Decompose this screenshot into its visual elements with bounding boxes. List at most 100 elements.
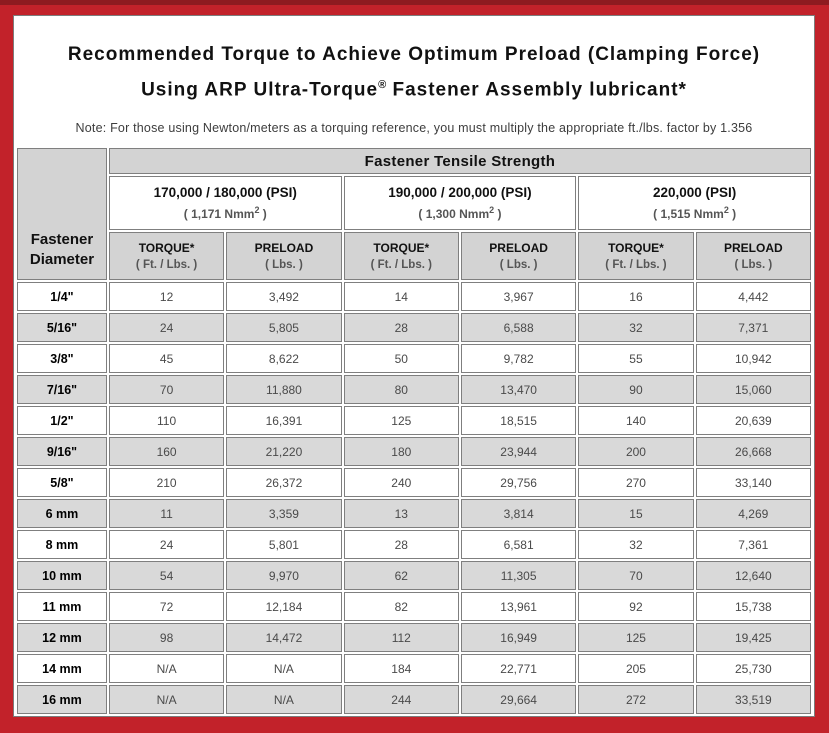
preload-column-header: PRELOAD ( Lbs. ): [695, 232, 811, 280]
fastener-diameter-cell: 11 mm: [17, 592, 107, 621]
table-row: 14 mm N/A N/A 184 22,771 205 25,730: [17, 654, 811, 683]
preload-value-cell: 16,391: [226, 406, 342, 435]
torque-value-cell: 13: [343, 499, 459, 528]
torque-table: Fastener Diameter Fastener Tensile Stren…: [15, 146, 813, 716]
preload-column-header: PRELOAD ( Lbs. ): [460, 232, 577, 280]
top-dark-strip: [0, 0, 829, 5]
torque-value-cell: 110: [108, 406, 225, 435]
table-row: 5/16" 24 5,805 28 6,588 32 7,371: [17, 313, 811, 342]
torque-value-cell: 32: [578, 313, 694, 342]
title-line-2: Using ARP Ultra-Torque® Fastener Assembl…: [14, 70, 814, 105]
preload-value-cell: 13,470: [460, 375, 577, 404]
psi-rating: 170,000 / 180,000 (PSI): [153, 185, 297, 200]
preload-value-cell: 13,961: [460, 592, 577, 621]
torque-value-cell: 24: [108, 313, 225, 342]
torque-value-cell: 45: [108, 344, 225, 373]
torque-value-cell: 210: [108, 468, 225, 497]
preload-value-cell: 15,738: [695, 592, 811, 621]
preload-value-cell: 14,472: [226, 623, 342, 652]
fastener-diameter-cell: 14 mm: [17, 654, 107, 683]
table-row: 12 mm 98 14,472 112 16,949 125 19,425: [17, 623, 811, 652]
torque-value-cell: 72: [108, 592, 225, 621]
torque-value-cell: 15: [578, 499, 694, 528]
torque-value-cell: 28: [343, 313, 459, 342]
torque-value-cell: 82: [343, 592, 459, 621]
fastener-diameter-cell: 7/16": [17, 375, 107, 404]
torque-value-cell: 55: [578, 344, 694, 373]
preload-value-cell: 3,359: [226, 499, 342, 528]
fastener-diameter-cell: 5/16": [17, 313, 107, 342]
preload-value-cell: N/A: [226, 654, 342, 683]
torque-value-cell: 24: [108, 530, 225, 559]
preload-value-cell: 26,668: [695, 437, 811, 466]
preload-value-cell: 8,622: [226, 344, 342, 373]
fastener-diameter-cell: 1/2": [17, 406, 107, 435]
fastener-diameter-cell: 3/8": [17, 344, 107, 373]
metric-rating: ( 1,515 Nmm2 ): [653, 205, 737, 221]
preload-column-header: PRELOAD ( Lbs. ): [226, 232, 342, 280]
fastener-diameter-cell: 9/16": [17, 437, 107, 466]
metric-rating: ( 1,300 Nmm2 ): [418, 205, 502, 221]
fastener-diameter-cell: 1/4": [17, 282, 107, 311]
torque-value-cell: 62: [343, 561, 459, 590]
torque-value-cell: 14: [343, 282, 459, 311]
torque-value-cell: 125: [343, 406, 459, 435]
torque-value-cell: 12: [108, 282, 225, 311]
table-body: 1/4" 12 3,492 14 3,967 16 4,442 5/16" 24 5,805 28 6…: [17, 282, 811, 714]
preload-value-cell: 19,425: [695, 623, 811, 652]
title-line-2-suffix: Fastener Assembly lubricant*: [386, 79, 687, 101]
torque-value-cell: 160: [108, 437, 225, 466]
table-row: 1/4" 12 3,492 14 3,967 16 4,442: [17, 282, 811, 311]
preload-value-cell: 4,442: [695, 282, 811, 311]
torque-value-cell: 32: [578, 530, 694, 559]
header-row-psi: 170,000 / 180,000 (PSI) ( 1,171 Nmm2 ) 1…: [17, 176, 811, 230]
newton-meters-note: Note: For those using Newton/meters as a…: [75, 121, 753, 136]
preload-value-cell: 20,639: [695, 406, 811, 435]
strength-group-190-200: 190,000 / 200,000 (PSI) ( 1,300 Nmm2 ): [343, 176, 577, 230]
preload-value-cell: 16,949: [460, 623, 577, 652]
header-row-units: TORQUE* ( Ft. / Lbs. ) PRELOAD ( Lbs. ) …: [17, 232, 811, 280]
table-row: 5/8" 210 26,372 240 29,756 270 33,140: [17, 468, 811, 497]
fastener-tensile-strength-header: Fastener Tensile Strength: [108, 148, 811, 174]
preload-value-cell: 18,515: [460, 406, 577, 435]
preload-value-cell: 33,140: [695, 468, 811, 497]
preload-value-cell: 22,771: [460, 654, 577, 683]
torque-value-cell: 50: [343, 344, 459, 373]
preload-value-cell: 3,967: [460, 282, 577, 311]
torque-value-cell: N/A: [108, 654, 225, 683]
torque-value-cell: 92: [578, 592, 694, 621]
torque-value-cell: 180: [343, 437, 459, 466]
torque-value-cell: 205: [578, 654, 694, 683]
title-line-1: Recommended Torque to Achieve Optimum Pr…: [67, 44, 761, 65]
torque-value-cell: 125: [578, 623, 694, 652]
table-row: 9/16" 160 21,220 180 23,944 200 26,668: [17, 437, 811, 466]
torque-value-cell: 244: [343, 685, 459, 714]
preload-value-cell: 12,640: [695, 561, 811, 590]
torque-column-header: TORQUE* ( Ft. / Lbs. ): [108, 232, 225, 280]
preload-value-cell: 6,581: [460, 530, 577, 559]
preload-value-cell: 5,801: [226, 530, 342, 559]
fastener-diameter-cell: 6 mm: [17, 499, 107, 528]
torque-value-cell: 28: [343, 530, 459, 559]
torque-value-cell: 16: [578, 282, 694, 311]
table-row: 1/2" 110 16,391 125 18,515 140 20,639: [17, 406, 811, 435]
torque-value-cell: 200: [578, 437, 694, 466]
strength-group-170-180: 170,000 / 180,000 (PSI) ( 1,171 Nmm2 ): [108, 176, 342, 230]
table-row: 10 mm 54 9,970 62 11,305 70 12,640: [17, 561, 811, 590]
preload-value-cell: 21,220: [226, 437, 342, 466]
fastener-diameter-header: Fastener Diameter: [17, 148, 107, 280]
preload-value-cell: 10,942: [695, 344, 811, 373]
preload-value-cell: 9,782: [460, 344, 577, 373]
preload-value-cell: 7,371: [695, 313, 811, 342]
torque-table-container: Fastener Diameter Fastener Tensile Stren…: [15, 146, 813, 716]
preload-value-cell: 4,269: [695, 499, 811, 528]
preload-value-cell: 7,361: [695, 530, 811, 559]
table-row: 8 mm 24 5,801 28 6,581 32 7,361: [17, 530, 811, 559]
torque-value-cell: 184: [343, 654, 459, 683]
fastener-diameter-cell: 5/8": [17, 468, 107, 497]
preload-value-cell: N/A: [226, 685, 342, 714]
fastener-diameter-cell: 8 mm: [17, 530, 107, 559]
preload-value-cell: 12,184: [226, 592, 342, 621]
torque-value-cell: 270: [578, 468, 694, 497]
